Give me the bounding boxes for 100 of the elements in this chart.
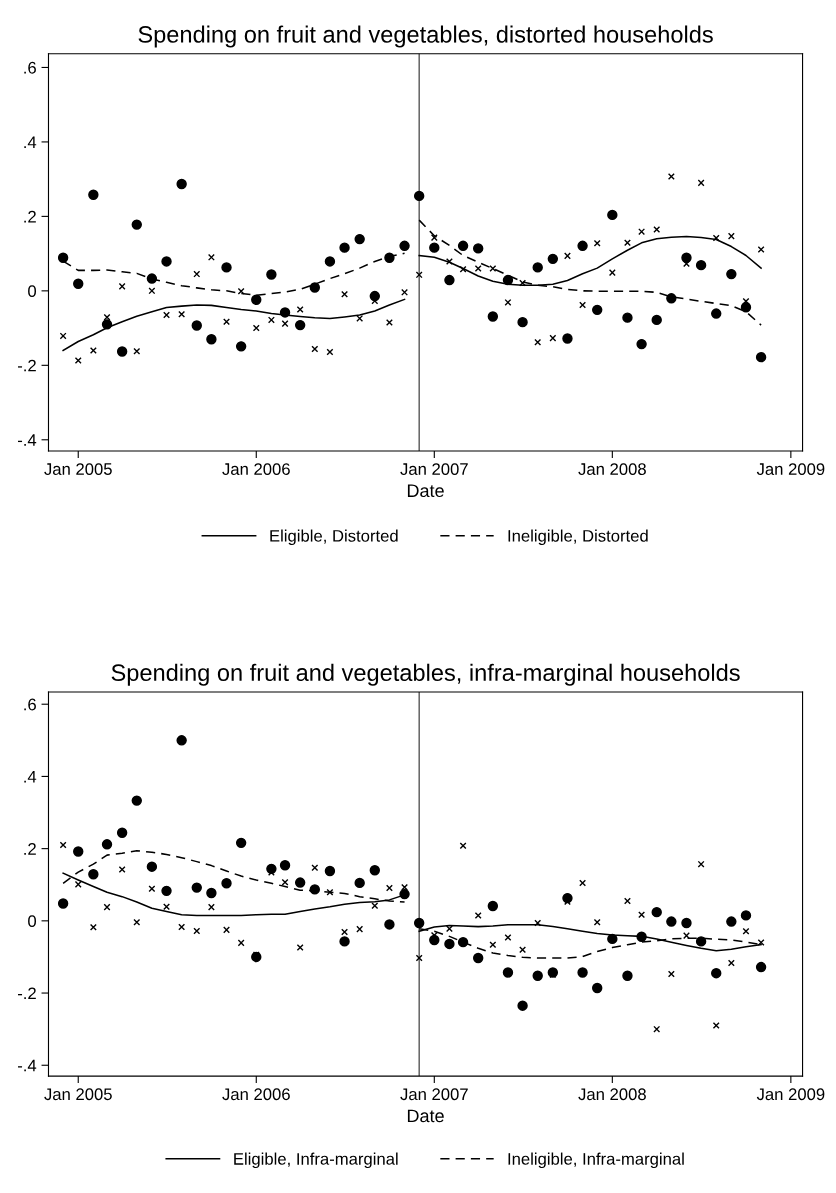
y-tick-label: .2 [24, 210, 36, 223]
point [473, 243, 484, 254]
point [326, 888, 334, 896]
point [309, 282, 320, 293]
point [429, 242, 440, 253]
point [146, 861, 158, 872]
y-tick-label: .4 [24, 771, 37, 783]
point [176, 735, 187, 746]
point [206, 887, 217, 899]
point [309, 884, 320, 895]
point [592, 304, 603, 316]
point [131, 795, 142, 806]
y-tick-label: -.4 [17, 1059, 37, 1072]
point [474, 911, 482, 919]
point [223, 318, 230, 326]
point [118, 866, 126, 874]
x-tick-label: Jan 2009 [756, 1088, 825, 1101]
point [681, 252, 692, 263]
x-tick-label: Jan 2006 [222, 463, 290, 475]
point [401, 883, 409, 891]
point [354, 877, 365, 889]
point [681, 917, 692, 929]
point [519, 279, 527, 287]
point [487, 311, 499, 322]
legend-label: Eligible, Distorted [270, 529, 398, 546]
point [161, 885, 172, 897]
point [623, 239, 631, 247]
point [207, 903, 215, 911]
point [281, 878, 289, 886]
point [727, 232, 735, 240]
point [341, 928, 349, 936]
y-tick-label: .6 [24, 61, 36, 74]
chart-title: Spending on fruit and vegetables, distorted households [138, 25, 713, 48]
point [711, 967, 722, 979]
point [223, 926, 230, 934]
point [549, 334, 557, 342]
point [89, 346, 97, 354]
point [667, 970, 675, 978]
point [339, 936, 350, 947]
point [577, 240, 588, 251]
point [592, 982, 603, 994]
point [636, 338, 647, 350]
point [369, 865, 380, 876]
point [296, 944, 304, 952]
point [653, 225, 661, 233]
point [176, 178, 187, 190]
point [73, 846, 84, 857]
point [638, 228, 646, 236]
point [457, 240, 469, 251]
point [473, 952, 484, 964]
point [487, 900, 499, 912]
point [146, 273, 158, 284]
point [356, 314, 364, 322]
y-tick-label: .6 [24, 698, 36, 711]
point [695, 259, 707, 271]
point [371, 902, 379, 910]
point [103, 313, 111, 321]
point [519, 946, 527, 954]
point [267, 316, 275, 324]
point [755, 351, 767, 363]
point [577, 967, 588, 978]
point [742, 297, 750, 305]
legend-label: Eligible, Infra-marginal [234, 1152, 398, 1169]
point [608, 269, 616, 277]
point [622, 312, 633, 323]
point [251, 294, 262, 305]
point [116, 827, 128, 838]
point [623, 897, 631, 905]
point [742, 927, 750, 935]
point [296, 305, 304, 313]
point [235, 341, 247, 352]
x-tick-label: Jan 2005 [44, 463, 112, 475]
point [607, 209, 618, 221]
x-tick-label: Jan 2008 [578, 1088, 646, 1101]
point [666, 293, 677, 304]
point [116, 346, 128, 357]
point [504, 933, 512, 941]
chart-title: Spending on fruit and vegetables, infra-marginal households [111, 663, 740, 686]
point [207, 253, 215, 261]
point [712, 1022, 720, 1030]
x-tick-label: Jan 2005 [44, 1088, 112, 1101]
point [73, 278, 84, 289]
point [74, 880, 82, 888]
point [653, 1025, 661, 1033]
point [356, 925, 364, 933]
point [385, 319, 393, 326]
point [354, 233, 365, 245]
point [413, 190, 425, 202]
point [697, 179, 705, 187]
point [444, 938, 455, 950]
point [384, 252, 395, 263]
point [534, 919, 542, 927]
point [281, 320, 289, 328]
point [178, 923, 186, 931]
y-tick-label: -.2 [17, 987, 36, 1000]
point [101, 319, 113, 330]
point [193, 927, 201, 935]
point [57, 898, 69, 909]
point [607, 933, 618, 945]
point [534, 338, 542, 346]
